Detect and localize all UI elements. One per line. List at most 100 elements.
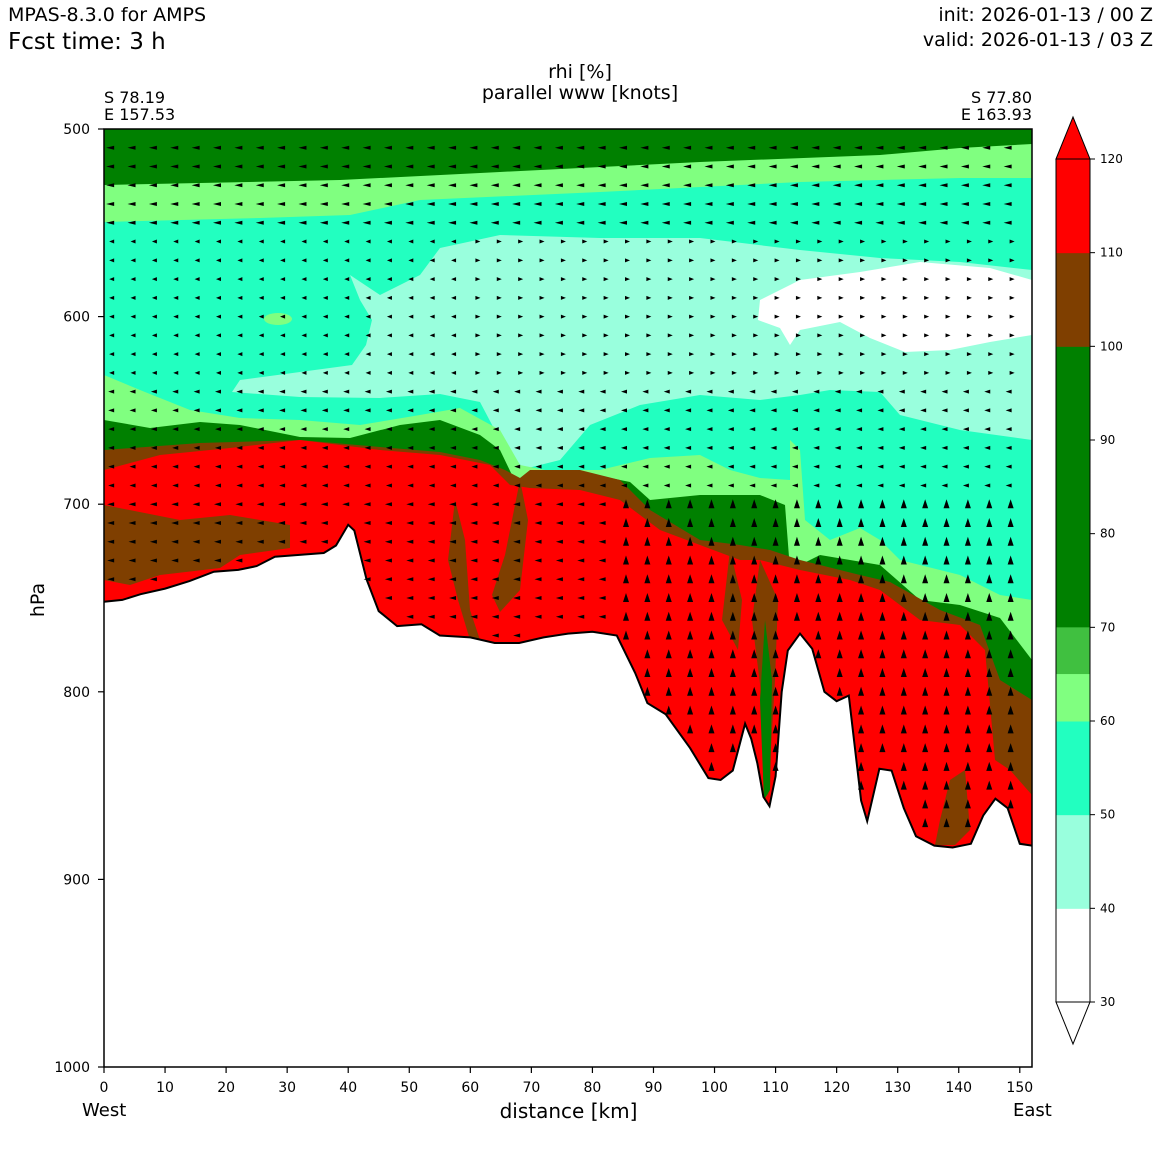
wind-arrow bbox=[706, 445, 713, 450]
wind-arrow bbox=[623, 593, 629, 602]
wind-arrow bbox=[753, 333, 759, 338]
wind-arrow bbox=[582, 295, 588, 300]
wind-arrow bbox=[513, 520, 521, 525]
wind-arrow bbox=[879, 517, 886, 527]
wind-arrow bbox=[490, 145, 499, 150]
wind-arrow bbox=[644, 649, 651, 659]
wind-arrow bbox=[856, 427, 863, 432]
wind-arrow bbox=[301, 352, 307, 357]
wind-arrow bbox=[663, 445, 670, 450]
wind-arrow bbox=[106, 145, 115, 150]
wind-arrow bbox=[128, 502, 136, 507]
wind-arrow bbox=[560, 314, 566, 319]
wind-arrow bbox=[598, 577, 606, 582]
wind-arrow bbox=[512, 220, 521, 225]
wind-arrow bbox=[258, 333, 264, 338]
wind-arrow bbox=[299, 502, 307, 507]
wind-arrow bbox=[130, 370, 136, 375]
wind-arrow bbox=[687, 536, 694, 546]
wind-arrow bbox=[341, 183, 350, 188]
wind-arrow bbox=[665, 611, 672, 621]
wind-arrow bbox=[300, 445, 307, 450]
wind-arrow bbox=[109, 314, 115, 319]
wind-arrow bbox=[986, 686, 993, 696]
wind-arrow bbox=[646, 314, 652, 319]
wind-arrow bbox=[300, 464, 307, 469]
wind-arrow bbox=[535, 464, 542, 469]
wind-arrow bbox=[448, 183, 457, 188]
wind-arrow bbox=[685, 389, 692, 394]
wind-arrow bbox=[898, 464, 905, 469]
wind-arrow bbox=[582, 370, 588, 375]
wind-arrow bbox=[533, 202, 542, 207]
wind-arrow bbox=[277, 145, 286, 150]
wind-arrow bbox=[555, 577, 563, 582]
wind-arrow bbox=[534, 596, 542, 600]
wind-arrow bbox=[793, 517, 800, 527]
wind-arrow bbox=[943, 611, 950, 621]
wind-arrow bbox=[518, 277, 524, 282]
wind-arrow bbox=[922, 761, 929, 771]
wind-arrow bbox=[344, 258, 350, 263]
wind-arrow bbox=[344, 352, 350, 357]
wind-arrow bbox=[621, 483, 627, 488]
wind-arrow bbox=[898, 483, 905, 488]
wind-arrow bbox=[731, 370, 737, 375]
wind-arrow bbox=[385, 483, 392, 488]
wind-arrow bbox=[129, 389, 136, 394]
wind-arrow bbox=[749, 408, 756, 413]
wind-arrow bbox=[988, 333, 994, 338]
wind-arrow bbox=[257, 483, 264, 488]
wind-arrow bbox=[129, 464, 136, 469]
wind-arrow bbox=[428, 483, 435, 488]
wind-arrow bbox=[900, 668, 907, 678]
wind-arrow bbox=[450, 408, 457, 413]
wind-arrow bbox=[129, 483, 136, 488]
wind-arrow bbox=[939, 220, 948, 225]
x-tick-label: 90 bbox=[645, 1080, 663, 1096]
wind-arrow bbox=[856, 408, 863, 413]
wind-arrow bbox=[277, 202, 286, 207]
wind-arrow bbox=[770, 427, 777, 432]
wind-arrow bbox=[881, 352, 887, 357]
wind-arrow bbox=[234, 164, 243, 169]
wind-arrow bbox=[577, 539, 585, 544]
wind-arrow bbox=[772, 611, 779, 621]
wind-arrow bbox=[768, 202, 777, 207]
wind-arrow bbox=[644, 499, 651, 509]
west-label: West bbox=[82, 1100, 127, 1121]
wind-arrow bbox=[667, 333, 673, 338]
wind-arrow bbox=[725, 183, 734, 188]
wind-arrow bbox=[665, 630, 672, 640]
wind-arrow bbox=[945, 295, 951, 300]
wind-arrow bbox=[449, 502, 457, 507]
wind-arrow bbox=[554, 220, 563, 225]
wind-arrow bbox=[470, 614, 478, 619]
wind-arrow bbox=[470, 596, 478, 600]
wind-arrow bbox=[449, 539, 457, 544]
wind-arrow bbox=[838, 277, 844, 282]
wind-arrow bbox=[191, 164, 200, 169]
wind-arrow bbox=[518, 370, 524, 375]
wind-arrow bbox=[708, 593, 715, 602]
wind-arrow bbox=[710, 239, 716, 244]
wind-arrow bbox=[518, 239, 524, 244]
wind-arrow bbox=[449, 596, 457, 600]
wind-arrow bbox=[170, 183, 179, 188]
wind-arrow bbox=[924, 295, 930, 300]
wind-arrow bbox=[448, 220, 457, 225]
wind-arrow bbox=[237, 295, 243, 300]
wind-arrow bbox=[729, 517, 736, 527]
wind-arrow bbox=[834, 483, 841, 488]
wind-arrow bbox=[964, 724, 971, 734]
wind-arrow bbox=[661, 164, 670, 169]
wind-arrow bbox=[172, 408, 179, 413]
wind-arrow bbox=[234, 220, 243, 225]
wind-arrow bbox=[257, 408, 264, 413]
wind-arrow bbox=[237, 239, 243, 244]
wind-arrow bbox=[429, 239, 435, 244]
wind-arrow bbox=[213, 164, 221, 169]
wind-arrow bbox=[513, 633, 521, 638]
wind-arrow bbox=[964, 611, 971, 621]
wind-arrow bbox=[665, 649, 672, 659]
